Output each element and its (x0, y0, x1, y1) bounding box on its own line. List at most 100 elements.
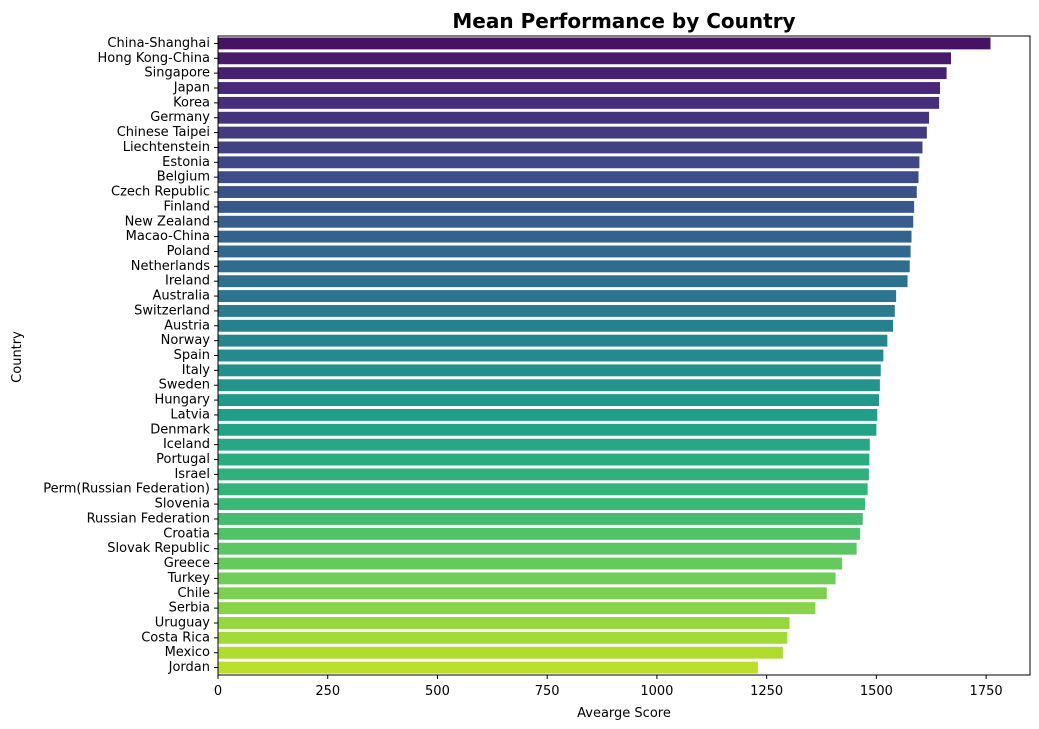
y-tick-label: Hungary (154, 393, 210, 408)
y-tick-label: New Zealand (125, 214, 210, 229)
y-tick-label: Croatia (163, 526, 210, 541)
bar-croatia (218, 527, 861, 540)
bar-ireland (218, 275, 908, 288)
y-tick-label: Sweden (159, 378, 210, 393)
x-axis-label: Avearge Score (577, 706, 671, 721)
y-tick-label: Finland (164, 199, 210, 214)
y-tick-label: Jordan (168, 660, 210, 675)
bar-macao-china (218, 230, 912, 243)
y-tick-label: Hong Kong-China (98, 51, 211, 66)
y-tick-label: Greece (164, 556, 210, 571)
bar-turkey (218, 572, 836, 585)
x-tick-label: 250 (315, 684, 340, 699)
x-axis-ticks: 0 250 500 750 1000 1250 1500 1750 (214, 675, 1003, 699)
bar-norway (218, 334, 888, 347)
bar-chinese-taipei (218, 126, 927, 139)
y-tick-label: Czech Republic (111, 185, 210, 200)
y-tick-label: Netherlands (131, 259, 210, 274)
y-tick-label: Uruguay (155, 615, 211, 630)
bar-denmark (218, 423, 877, 436)
bar-china-shanghai (218, 37, 991, 50)
chart-title: Mean Performance by Country (452, 9, 795, 33)
y-tick-label: Singapore (144, 66, 210, 81)
y-tick-label: Norway (161, 333, 211, 348)
bar-mexico (218, 646, 783, 659)
bar-poland (218, 245, 911, 258)
y-tick-label: Costa Rica (141, 630, 210, 645)
y-tick-label: Switzerland (134, 303, 210, 318)
bar-czech-republic (218, 186, 917, 198)
bar-latvia (218, 408, 878, 421)
bar-uruguay (218, 617, 790, 629)
y-tick-label: Belgium (157, 170, 210, 185)
bar-slovak-republic (218, 542, 857, 555)
plot-frame (217, 35, 1031, 676)
bar-australia (218, 290, 897, 303)
bar-iceland (218, 438, 870, 451)
y-tick-label: Spain (174, 348, 210, 363)
x-tick-label: 750 (535, 684, 560, 699)
bar-hungary (218, 394, 880, 407)
y-tick-label: Israel (174, 467, 210, 482)
bar-chile (218, 587, 827, 600)
y-tick-label: Perm(Russian Federation) (43, 482, 210, 497)
y-tick-label: China-Shanghai (107, 36, 210, 51)
y-tick-label: Russian Federation (87, 511, 210, 526)
y-tick-label: Chile (177, 586, 210, 601)
bar-israel (218, 468, 869, 481)
bar-slovenia (218, 498, 865, 511)
y-tick-label: Turkey (167, 571, 211, 586)
y-tick-label: Iceland (163, 437, 210, 452)
x-tick-label: 1250 (750, 684, 783, 699)
bar-finland (218, 200, 915, 213)
bar-netherlands (218, 260, 910, 273)
y-axis-label: Country (10, 331, 25, 383)
bar-austria (218, 319, 894, 332)
bar-serbia (218, 602, 816, 615)
bar-sweden (218, 379, 880, 392)
bar-italy (218, 364, 881, 377)
y-tick-label: Portugal (156, 452, 210, 467)
y-tick-label: Macao-China (126, 229, 210, 244)
bar-perm-russian-federation- (218, 483, 868, 496)
y-tick-label: Denmark (150, 422, 210, 437)
y-tick-label: Estonia (162, 155, 210, 170)
bar-costa-rica (218, 631, 788, 644)
bar-greece (218, 557, 843, 570)
y-tick-label: Mexico (165, 645, 210, 660)
bar-hong-kong-china (218, 52, 951, 65)
y-tick-label: Italy (182, 363, 211, 378)
y-tick-label: Australia (152, 289, 210, 304)
bar-japan (218, 82, 941, 94)
bar-portugal (218, 453, 870, 466)
bar-germany (218, 111, 930, 124)
bars-group (218, 37, 991, 674)
y-tick-label: Serbia (169, 601, 210, 616)
y-tick-label: Liechtenstein (123, 140, 210, 155)
bar-liechtenstein (218, 141, 923, 154)
bar-singapore (218, 67, 947, 80)
y-tick-label: Slovenia (155, 497, 210, 512)
bar-switzerland (218, 304, 895, 317)
bar-spain (218, 349, 884, 362)
x-tick-label: 1500 (860, 684, 893, 699)
bar-jordan (218, 661, 758, 674)
y-tick-label: Japan (173, 81, 210, 96)
x-tick-label: 1750 (970, 684, 1003, 699)
bar-belgium (218, 171, 919, 184)
y-tick-label: Korea (173, 95, 210, 110)
bar-estonia (218, 156, 920, 169)
x-tick-label: 500 (425, 684, 450, 699)
x-tick-label: 0 (214, 684, 222, 699)
bar-korea (218, 96, 940, 109)
x-tick-label: 1000 (640, 684, 673, 699)
y-tick-label: Poland (167, 244, 210, 259)
y-tick-label: Germany (150, 110, 210, 125)
y-tick-label: Slovak Republic (107, 541, 210, 556)
bar-russian-federation (218, 513, 863, 525)
bar-new-zealand (218, 215, 914, 228)
y-tick-label: Latvia (170, 407, 210, 422)
y-tick-label: Ireland (165, 274, 210, 289)
